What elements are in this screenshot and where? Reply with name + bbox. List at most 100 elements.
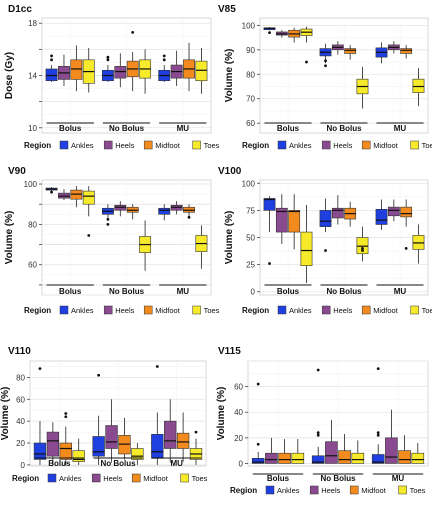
group-label-mu: MU — [177, 287, 190, 296]
legend-title: Region — [242, 141, 269, 150]
legend-swatch-heels — [321, 140, 331, 150]
legend-label-heels: Heels — [333, 141, 352, 150]
legend: Region Ankles Heels Midfoot Toes — [242, 305, 432, 315]
y-tick-label: 40 — [16, 417, 25, 426]
outlier-point — [162, 58, 166, 62]
outlier-point — [324, 249, 327, 252]
box-toes-mu — [412, 224, 425, 264]
legend-swatch-midfoot — [361, 305, 371, 315]
y-axis-label: Volume (%) — [216, 387, 227, 441]
outlier-point — [187, 215, 191, 219]
box-ankles-no-bolus — [92, 373, 105, 465]
outlier-point — [316, 433, 320, 437]
group-label-bolus: Bolus — [48, 459, 71, 468]
box-midfoot-no-bolus — [344, 201, 357, 227]
legend: Region Ankles Heels Midfoot Toes — [230, 485, 426, 495]
y-tick-label: 60 — [28, 261, 37, 270]
outlier-point — [376, 433, 380, 437]
legend-swatch-midfoot — [349, 485, 359, 495]
outlier-point — [50, 58, 53, 62]
legend-title: Region — [242, 306, 269, 315]
box-body — [131, 448, 144, 460]
box-midfoot-mu — [183, 42, 195, 92]
panel-title: V90 — [8, 166, 26, 177]
box-ankles-bolus — [263, 196, 276, 265]
y-axis-label: Volume (%) — [4, 211, 15, 265]
box-toes-mu — [189, 430, 203, 465]
legend-title: Region — [24, 306, 51, 315]
box-toes-no-bolus — [356, 226, 369, 262]
legend-label-heels: Heels — [115, 306, 134, 315]
legend-swatch-ankles — [277, 305, 287, 315]
chart-panel-v90: V90 60 80 100 Volume (%) Bolus No Bolus MU Regio… — [4, 166, 220, 315]
box-midfoot-bolus — [288, 194, 301, 250]
legend-title: Region — [230, 486, 257, 495]
box-heels-bolus — [275, 194, 288, 245]
legend-swatch-midfoot — [143, 305, 153, 315]
box-midfoot-mu — [400, 199, 413, 250]
box-body — [151, 433, 164, 459]
legend-label-ankles: Ankles — [277, 486, 300, 495]
box-body — [385, 437, 398, 464]
box-body — [275, 207, 288, 233]
box-body — [72, 450, 85, 462]
legend-label-ankles: Ankles — [71, 306, 94, 315]
legend-label-toes: Toes — [422, 306, 432, 315]
box-heels-no-bolus — [114, 53, 127, 88]
box-toes-no-bolus — [139, 220, 152, 271]
y-axis-label: Volume (%) — [0, 387, 11, 441]
chart-panel-d1cc: D1cc 10 14 18 Dose (Gy) Bolus No Bolus MU Region… — [4, 4, 220, 150]
group-label-mu: MU — [170, 459, 183, 468]
legend-swatch-heels — [91, 473, 101, 483]
y-axis-label: Volume (%) — [224, 211, 235, 265]
legend-label-midfoot: Midfoot — [155, 306, 181, 315]
group-label-no-bolus: No Bolus — [100, 459, 136, 468]
panel-title: V100 — [218, 166, 242, 177]
group-label-mu: MU — [177, 124, 190, 133]
legend-swatch-ankles — [47, 473, 57, 483]
box-heels-mu — [170, 201, 183, 215]
box-body — [59, 442, 72, 460]
box-heels-bolus — [275, 30, 288, 38]
legend-swatch-midfoot — [143, 140, 153, 150]
legend-label-toes: Toes — [410, 486, 426, 495]
box-toes-bolus — [300, 26, 313, 64]
outlier-point — [361, 246, 364, 250]
box-ankles-mu — [371, 367, 385, 464]
box-ankles-no-bolus — [319, 43, 332, 68]
outlier-point — [38, 367, 42, 371]
legend-swatch-midfoot — [361, 140, 371, 150]
y-tick-label: 50 — [246, 234, 255, 243]
box-midfoot-bolus — [59, 412, 72, 465]
box-toes-bolus — [82, 48, 95, 93]
box-body — [338, 450, 351, 464]
box-toes-no-bolus — [356, 66, 369, 109]
box-heels-mu — [170, 50, 183, 86]
outlier-point — [256, 442, 260, 446]
legend-label-heels: Heels — [333, 306, 352, 315]
box-ankles-bolus — [263, 27, 276, 35]
y-tick-label: 60 — [16, 395, 25, 404]
y-tick-label: 0 — [239, 459, 244, 468]
chart-panel-v85: V85 60 70 80 90 100 Volume (%) Bolus No Bolus MU R… — [218, 4, 432, 150]
group-label-mu: MU — [392, 474, 405, 483]
outlier-point — [305, 60, 308, 64]
legend-label-ankles: Ankles — [59, 474, 82, 483]
box-ankles-no-bolus — [319, 198, 332, 252]
box-body — [195, 60, 208, 82]
box-ankles-mu — [151, 365, 164, 465]
box-toes-mu — [412, 68, 425, 107]
box-heels-no-bolus — [105, 399, 118, 463]
box-midfoot-mu — [183, 204, 195, 219]
legend: Region Ankles Heels Midfoot Toes — [24, 305, 220, 315]
outlier-point — [268, 262, 271, 265]
box-body — [400, 48, 413, 54]
legend-swatch-ankles — [59, 305, 69, 315]
box-midfoot-bolus — [288, 27, 301, 43]
box-ankles-mu — [375, 42, 388, 64]
legend-label-heels: Heels — [115, 141, 134, 150]
outlier-point — [87, 234, 91, 237]
outlier-point — [97, 373, 101, 377]
y-tick-label: 60 — [234, 383, 243, 392]
box-heels-mu — [387, 41, 400, 54]
